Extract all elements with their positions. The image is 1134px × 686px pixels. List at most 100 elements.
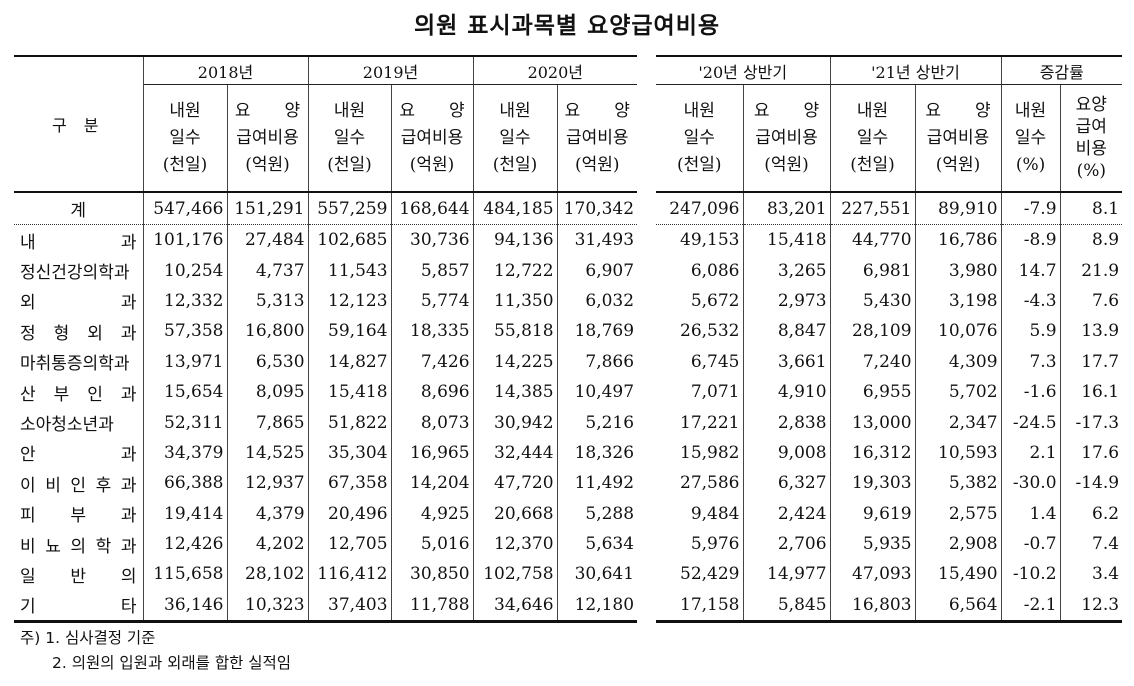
row-label: 정 형 외 과 bbox=[20, 323, 137, 344]
year-header: 2019년 bbox=[307, 56, 474, 85]
cell-value: 17.6 bbox=[1059, 437, 1123, 469]
table-row: 정 형 외 과 57,358 16,800 59,164 18,335 55,818 18,… bbox=[14, 316, 638, 347]
benefit-cost-header: 요 양 급여비용 (억원) bbox=[914, 84, 1002, 193]
table-row: 비 뇨 의 학 과 12,426 4,202 12,705 5,016 12,370 5,6… bbox=[14, 528, 638, 560]
cell-value: -8.9 bbox=[1000, 224, 1061, 256]
row-label: 내 과 bbox=[20, 232, 137, 253]
row-label: 계 bbox=[14, 192, 143, 225]
cell-value: 5,634 bbox=[556, 528, 638, 560]
row-label: 소아청소년과 bbox=[20, 415, 114, 436]
cell-value: 35,304 bbox=[307, 437, 392, 469]
cell-value: 13.9 bbox=[1059, 316, 1123, 347]
footnote: 2. 의원의 입원과 외래를 합한 실적임 bbox=[52, 654, 292, 672]
cell-value: 14,977 bbox=[742, 559, 831, 590]
cell-value: 47,093 bbox=[829, 559, 916, 590]
table-row: 17,221 2,838 13,000 2,347 -24.5 -17.3 bbox=[656, 407, 1123, 438]
cell-value: 30,736 bbox=[390, 224, 474, 256]
table-row: 안 과 34,379 14,525 35,304 16,965 32,444 18,326 bbox=[14, 437, 638, 469]
visit-days-header: 내원 일수 (천일) bbox=[829, 84, 916, 193]
cell-value: 51,822 bbox=[307, 407, 392, 438]
cell-value: 5,935 bbox=[829, 528, 916, 560]
cell-value: 5,845 bbox=[742, 589, 831, 622]
row-label: 정신건강의학과 bbox=[20, 263, 130, 284]
cell-value: 21.9 bbox=[1059, 255, 1123, 286]
table-row: 이 비 인 후 과 66,388 12,937 67,358 14,204 47,720 1… bbox=[14, 468, 638, 499]
cell-value: 5,313 bbox=[226, 285, 309, 317]
row-label: 비 뇨 의 학 과 bbox=[20, 536, 137, 557]
visit-days-rate-header: 내원 일수 (%) bbox=[1000, 84, 1061, 193]
cell-value: 16.1 bbox=[1059, 376, 1123, 408]
table-row: 5,672 2,973 5,430 3,198 -4.3 7.6 bbox=[656, 285, 1123, 317]
cell-value: 18,335 bbox=[390, 316, 474, 347]
cell-value: 10,323 bbox=[226, 589, 309, 622]
cell-value: 7.4 bbox=[1059, 528, 1123, 560]
cell-value: -14.9 bbox=[1059, 468, 1123, 499]
row-label: 기 타 bbox=[20, 597, 137, 618]
cell-value: 10,593 bbox=[914, 437, 1002, 469]
cell-value: 36,146 bbox=[142, 589, 227, 622]
cell-value: 5,430 bbox=[829, 285, 916, 317]
cell-value: 9,484 bbox=[690, 503, 740, 524]
cell-value: 3,198 bbox=[914, 285, 1002, 317]
cell-value: 7.3 bbox=[1000, 346, 1061, 377]
table-row: 26,532 8,847 28,109 10,076 5.9 13.9 bbox=[656, 316, 1123, 347]
cell-value: 227,551 bbox=[829, 192, 916, 225]
row-label: 안 과 bbox=[20, 445, 137, 466]
cell-value: -0.7 bbox=[1000, 528, 1061, 560]
cell-value: 5,288 bbox=[556, 498, 638, 529]
cell-value: 16,312 bbox=[829, 437, 916, 469]
cell-value: 7,866 bbox=[556, 346, 638, 377]
cell-value: 4,910 bbox=[742, 376, 831, 408]
year-header: 2020년 bbox=[472, 56, 638, 85]
table-row: 15,982 9,008 16,312 10,593 2.1 17.6 bbox=[656, 437, 1123, 469]
table-row: 정신건강의학과 10,254 4,737 11,543 5,857 12,722 6,907 bbox=[14, 255, 638, 286]
cell-value: 12,705 bbox=[307, 528, 392, 560]
table-row: 피 부 과 19,414 4,379 20,496 4,925 20,668 5,288 bbox=[14, 498, 638, 529]
cell-value: 9,619 bbox=[829, 498, 916, 529]
cell-value: 5,382 bbox=[914, 468, 1002, 499]
cell-value: 6,032 bbox=[556, 285, 638, 317]
cell-value: 101,176 bbox=[142, 224, 227, 256]
cell-value: 20,668 bbox=[472, 498, 558, 529]
year-header: 2018년 bbox=[142, 56, 309, 85]
cell-value: 2,424 bbox=[742, 498, 831, 529]
cell-value: 10,497 bbox=[556, 376, 638, 408]
cell-value: 2,908 bbox=[914, 528, 1002, 560]
cell-value: 170,342 bbox=[556, 192, 638, 225]
cell-value: 102,758 bbox=[472, 559, 558, 590]
cell-value: -17.3 bbox=[1059, 407, 1123, 438]
cell-value: 17,221 bbox=[680, 412, 740, 433]
cell-value: 28,102 bbox=[226, 559, 309, 590]
cell-value: 102,685 bbox=[307, 224, 392, 256]
cell-value: 11,350 bbox=[472, 285, 558, 317]
cell-value: 5,774 bbox=[390, 285, 474, 317]
benefit-cost-header: 요 양 급여비용 (억원) bbox=[742, 84, 831, 193]
table-row: 9,484 2,424 9,619 2,575 1.4 6.2 bbox=[656, 498, 1123, 529]
cell-value: 14,204 bbox=[390, 468, 474, 499]
cell-value: 4,379 bbox=[226, 498, 309, 529]
cell-value: 17.7 bbox=[1059, 346, 1123, 377]
cell-value: 1.4 bbox=[1000, 498, 1061, 529]
footnotes: 주) 1. 심사결정 기준 2. 의원의 입원과 외래를 합한 실적임 bbox=[20, 626, 291, 676]
cell-value: -7.9 bbox=[1000, 192, 1061, 225]
cell-value: 12,123 bbox=[307, 285, 392, 317]
cell-value: 557,259 bbox=[307, 192, 392, 225]
cell-value: 5,702 bbox=[914, 376, 1002, 408]
footnote: 주) 1. 심사결정 기준 bbox=[20, 629, 156, 647]
right-table: '20년 상반기 '21년 상반기 증감률 내원 일수 (천일) 요 양 급여비… bbox=[656, 55, 1123, 624]
cell-value: 19,303 bbox=[829, 468, 916, 499]
cell-value: 4,737 bbox=[226, 255, 309, 286]
cell-value: 7,426 bbox=[390, 346, 474, 377]
cell-value: 2,575 bbox=[914, 498, 1002, 529]
visit-days-header: 내원 일수 (천일) bbox=[307, 84, 392, 193]
cell-value: 5,216 bbox=[556, 407, 638, 438]
left-table: 구 분 2018년 2019년 2020년 내원 일수 (천일) 요 양 급여비… bbox=[14, 55, 638, 624]
cell-value: 151,291 bbox=[226, 192, 309, 225]
cell-value: 16,803 bbox=[829, 589, 916, 622]
cell-value: -4.3 bbox=[1000, 285, 1061, 317]
cell-value: 94,136 bbox=[472, 224, 558, 256]
table-row: 7,071 4,910 6,955 5,702 -1.6 16.1 bbox=[656, 376, 1123, 408]
cell-value: 5,016 bbox=[390, 528, 474, 560]
cell-value: 14,525 bbox=[226, 437, 309, 469]
cell-value: 47,720 bbox=[472, 468, 558, 499]
